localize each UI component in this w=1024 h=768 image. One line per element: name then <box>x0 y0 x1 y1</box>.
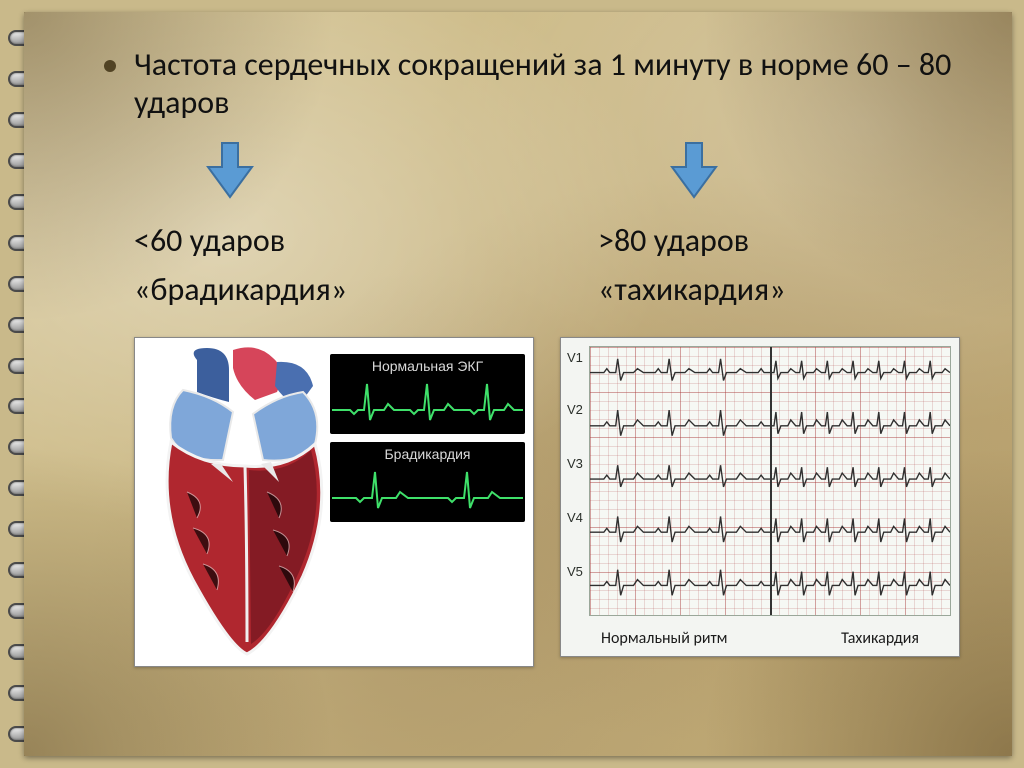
lead-label: V1 <box>567 350 583 365</box>
figure-heart-ekg: Нормальная ЭКГ Брадикардия <box>134 337 534 667</box>
right-term: «тахикардия» <box>598 265 972 315</box>
two-columns: <60 ударов «брадикардия» >80 ударов «тах… <box>134 141 972 315</box>
ecg-caption-left: Нормальный ритм <box>601 629 727 648</box>
slide-title: Частота сердечных сокращений за 1 минуту… <box>134 46 972 123</box>
arrow-down-icon <box>204 141 256 199</box>
slide-paper: Частота сердечных сокращений за 1 минуту… <box>24 12 1012 756</box>
ekg-trace-normal <box>330 354 525 434</box>
ekg-panel-normal: Нормальная ЭКГ <box>330 354 525 434</box>
left-term: «брадикардия» <box>134 265 508 315</box>
bullet-icon <box>104 60 116 72</box>
left-range: <60 ударов <box>134 216 508 266</box>
ecg-divider <box>770 347 772 615</box>
lead-label: V3 <box>567 456 583 471</box>
column-right: >80 ударов «тахикардия» <box>598 141 972 315</box>
lead-label: V4 <box>567 510 583 525</box>
ecg-grid <box>589 346 951 616</box>
figure-ecg-strip: V1 V2 V3 V4 V5 Нормальный ритм Тахикарди… <box>560 337 960 657</box>
ekg-panel-brady: Брадикардия <box>330 442 525 522</box>
figures-row: Нормальная ЭКГ Брадикардия <box>134 337 972 667</box>
slide-content: Частота сердечных сокращений за 1 минуту… <box>104 46 972 726</box>
right-range: >80 ударов <box>598 216 972 266</box>
arrow-down-icon <box>668 141 720 199</box>
ekg-trace-brady <box>330 442 525 522</box>
title-row: Частота сердечных сокращений за 1 минуту… <box>104 46 972 123</box>
heart-illustration <box>137 342 347 662</box>
lead-label: V2 <box>567 402 583 417</box>
lead-label: V5 <box>567 564 583 579</box>
column-left: <60 ударов «брадикардия» <box>134 141 508 315</box>
ecg-caption-right: Тахикардия <box>841 629 919 648</box>
